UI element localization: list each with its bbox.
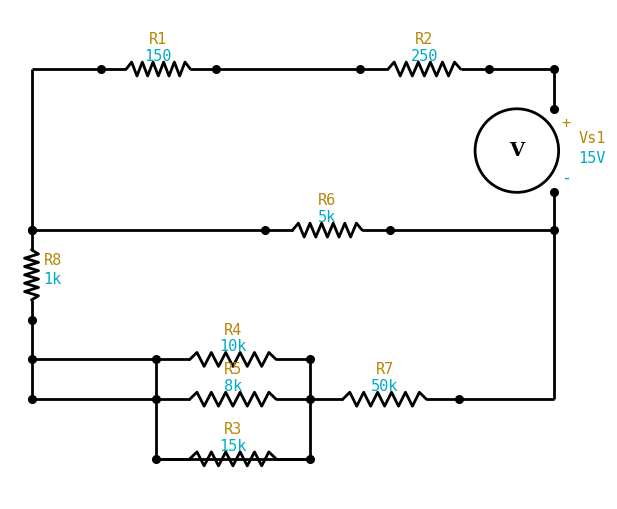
Text: R5: R5 [224, 362, 242, 377]
Text: 1k: 1k [43, 272, 62, 288]
Text: R3: R3 [224, 422, 242, 437]
Text: R7: R7 [376, 362, 394, 377]
Text: 10k: 10k [219, 340, 247, 354]
Text: 8k: 8k [224, 379, 242, 394]
Text: Vs1: Vs1 [579, 131, 606, 146]
Text: 15V: 15V [579, 151, 606, 166]
Text: -: - [561, 168, 571, 187]
Text: R6: R6 [318, 193, 336, 208]
Text: V: V [509, 142, 524, 159]
Text: 150: 150 [144, 49, 172, 64]
Text: 250: 250 [411, 49, 438, 64]
Text: 50k: 50k [371, 379, 398, 394]
Text: R2: R2 [415, 32, 434, 47]
Text: 5k: 5k [318, 210, 336, 225]
Text: R1: R1 [149, 32, 167, 47]
Text: +: + [561, 116, 571, 131]
Text: 15k: 15k [219, 439, 247, 454]
Text: R8: R8 [43, 253, 62, 268]
Text: R4: R4 [224, 323, 242, 337]
